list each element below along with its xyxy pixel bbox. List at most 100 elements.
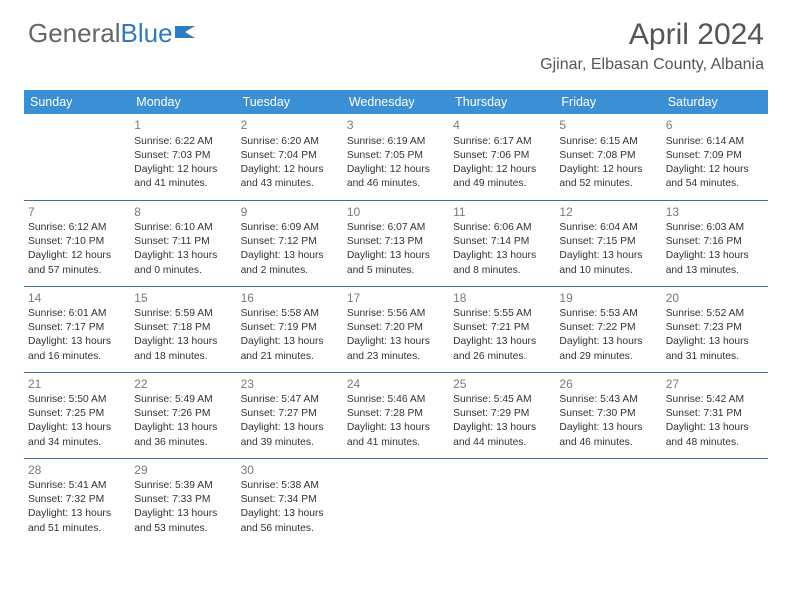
calendar-week-row: 7Sunrise: 6:12 AMSunset: 7:10 PMDaylight… <box>24 200 768 286</box>
sunrise-value: 6:15 AM <box>600 136 638 147</box>
calendar-day-cell: 14Sunrise: 6:01 AMSunset: 7:17 PMDayligh… <box>24 286 130 372</box>
sunset-value: 7:06 PM <box>491 150 529 161</box>
day-number: 12 <box>559 204 657 221</box>
sunset-label: Sunset: <box>453 150 488 161</box>
brand-part1: General <box>28 18 121 49</box>
calendar-empty-cell <box>662 458 768 544</box>
sunset-value: 7:10 PM <box>66 236 104 247</box>
calendar-day-cell: 16Sunrise: 5:58 AMSunset: 7:19 PMDayligh… <box>237 286 343 372</box>
sunrise-label: Sunrise: <box>241 308 279 319</box>
sunset-label: Sunset: <box>347 236 382 247</box>
sunrise-line: Sunrise: 5:39 AM <box>134 479 232 493</box>
calendar-day-cell: 19Sunrise: 5:53 AMSunset: 7:22 PMDayligh… <box>555 286 661 372</box>
calendar-day-cell: 4Sunrise: 6:17 AMSunset: 7:06 PMDaylight… <box>449 114 555 200</box>
sunrise-label: Sunrise: <box>134 136 172 147</box>
daylight-line: Daylight: 12 hours and 43 minutes. <box>241 163 339 191</box>
logo-flag-icon <box>175 24 197 40</box>
sunrise-line: Sunrise: 6:09 AM <box>241 221 339 235</box>
location-subtitle: Gjinar, Elbasan County, Albania <box>540 56 764 74</box>
day-number: 6 <box>666 117 764 134</box>
calendar-body: 1Sunrise: 6:22 AMSunset: 7:03 PMDaylight… <box>24 114 768 544</box>
sunrise-label: Sunrise: <box>453 136 491 147</box>
sunrise-value: 6:14 AM <box>706 136 744 147</box>
calendar-day-cell: 27Sunrise: 5:42 AMSunset: 7:31 PMDayligh… <box>662 372 768 458</box>
sunrise-value: 5:45 AM <box>494 394 532 405</box>
sunset-line: Sunset: 7:32 PM <box>28 493 126 507</box>
sunset-label: Sunset: <box>28 494 63 505</box>
day-number: 21 <box>28 376 126 393</box>
daylight-line: Daylight: 13 hours and 36 minutes. <box>134 421 232 449</box>
sunrise-label: Sunrise: <box>666 222 704 233</box>
sunrise-value: 5:39 AM <box>175 480 213 491</box>
sunrise-label: Sunrise: <box>666 308 704 319</box>
day-number: 18 <box>453 290 551 307</box>
sunrise-value: 6:09 AM <box>281 222 319 233</box>
sunrise-label: Sunrise: <box>559 394 597 405</box>
sunset-line: Sunset: 7:05 PM <box>347 149 445 163</box>
sunrise-label: Sunrise: <box>28 222 66 233</box>
sunrise-line: Sunrise: 6:01 AM <box>28 307 126 321</box>
sunrise-value: 5:56 AM <box>388 308 426 319</box>
sunrise-line: Sunrise: 6:14 AM <box>666 135 764 149</box>
sunset-line: Sunset: 7:09 PM <box>666 149 764 163</box>
sunset-label: Sunset: <box>241 408 276 419</box>
daylight-line: Daylight: 12 hours and 54 minutes. <box>666 163 764 191</box>
sunrise-line: Sunrise: 5:41 AM <box>28 479 126 493</box>
daylight-line: Daylight: 13 hours and 8 minutes. <box>453 249 551 277</box>
daylight-label: Daylight: <box>28 508 68 519</box>
calendar-week-row: 14Sunrise: 6:01 AMSunset: 7:17 PMDayligh… <box>24 286 768 372</box>
sunrise-label: Sunrise: <box>347 308 385 319</box>
sunrise-value: 5:52 AM <box>706 308 744 319</box>
sunrise-value: 5:46 AM <box>388 394 426 405</box>
sunrise-label: Sunrise: <box>347 222 385 233</box>
calendar-empty-cell <box>343 458 449 544</box>
sunset-value: 7:25 PM <box>66 408 104 419</box>
daylight-label: Daylight: <box>28 336 68 347</box>
sunrise-value: 6:01 AM <box>69 308 107 319</box>
daylight-label: Daylight: <box>559 164 599 175</box>
sunset-line: Sunset: 7:22 PM <box>559 321 657 335</box>
sunset-value: 7:20 PM <box>385 322 423 333</box>
sunset-label: Sunset: <box>666 150 701 161</box>
sunset-value: 7:13 PM <box>385 236 423 247</box>
day-header: Friday <box>555 90 661 114</box>
daylight-label: Daylight: <box>453 336 493 347</box>
daylight-line: Daylight: 13 hours and 53 minutes. <box>134 507 232 535</box>
daylight-label: Daylight: <box>453 250 493 261</box>
sunset-value: 7:30 PM <box>597 408 635 419</box>
daylight-label: Daylight: <box>347 422 387 433</box>
daylight-line: Daylight: 13 hours and 34 minutes. <box>28 421 126 449</box>
sunset-value: 7:11 PM <box>172 236 210 247</box>
calendar-day-cell: 12Sunrise: 6:04 AMSunset: 7:15 PMDayligh… <box>555 200 661 286</box>
daylight-label: Daylight: <box>666 250 706 261</box>
sunrise-line: Sunrise: 6:15 AM <box>559 135 657 149</box>
calendar-day-cell: 23Sunrise: 5:47 AMSunset: 7:27 PMDayligh… <box>237 372 343 458</box>
sunset-line: Sunset: 7:27 PM <box>241 407 339 421</box>
day-number: 20 <box>666 290 764 307</box>
sunset-value: 7:18 PM <box>172 322 210 333</box>
daylight-label: Daylight: <box>559 250 599 261</box>
calendar-day-cell: 21Sunrise: 5:50 AMSunset: 7:25 PMDayligh… <box>24 372 130 458</box>
calendar-day-cell: 6Sunrise: 6:14 AMSunset: 7:09 PMDaylight… <box>662 114 768 200</box>
daylight-label: Daylight: <box>241 250 281 261</box>
sunset-line: Sunset: 7:14 PM <box>453 235 551 249</box>
day-header: Tuesday <box>237 90 343 114</box>
daylight-label: Daylight: <box>347 164 387 175</box>
sunrise-line: Sunrise: 6:20 AM <box>241 135 339 149</box>
sunrise-label: Sunrise: <box>666 136 704 147</box>
sunrise-value: 6:07 AM <box>388 222 426 233</box>
day-number: 7 <box>28 204 126 221</box>
sunrise-line: Sunrise: 5:56 AM <box>347 307 445 321</box>
sunset-label: Sunset: <box>28 236 63 247</box>
daylight-line: Daylight: 13 hours and 44 minutes. <box>453 421 551 449</box>
sunrise-label: Sunrise: <box>28 394 66 405</box>
brand-logo: GeneralBlue <box>28 18 197 49</box>
day-number: 17 <box>347 290 445 307</box>
sunrise-value: 5:50 AM <box>69 394 107 405</box>
sunset-label: Sunset: <box>134 322 169 333</box>
sunset-label: Sunset: <box>347 408 382 419</box>
brand-part2: Blue <box>121 18 173 49</box>
day-header: Wednesday <box>343 90 449 114</box>
day-header: Monday <box>130 90 236 114</box>
daylight-line: Daylight: 12 hours and 41 minutes. <box>134 163 232 191</box>
